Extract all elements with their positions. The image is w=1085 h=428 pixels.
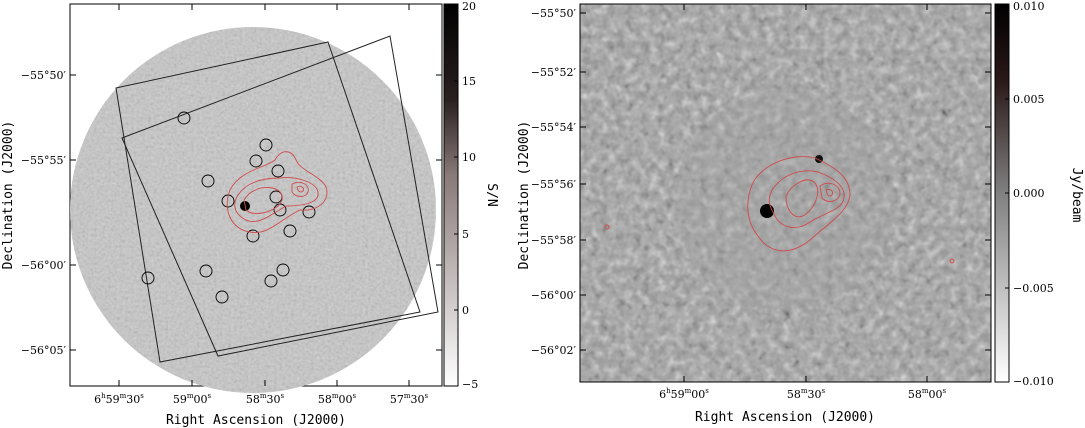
right-plot-frame <box>579 3 992 383</box>
right-x-tick-2: 58m00s <box>908 387 947 401</box>
right-cb-tick-1: 0.005 <box>1013 93 1045 106</box>
right-y-tick-labels: −55°50′ −55°52′ −55°54′ −55°56′ −55°58′ … <box>531 7 577 357</box>
left-y-tick-2: −56°00′ <box>21 259 67 272</box>
right-y-tick-1: −55°52′ <box>531 66 577 79</box>
left-cb-tick-4: 0 <box>462 304 469 317</box>
left-cb-tick-0: 20 <box>462 0 476 13</box>
left-x-tick-1: 59m00s <box>173 392 212 406</box>
right-x-tick-labels: 6h59m00s 58m30s 58m00s <box>659 387 946 401</box>
left-panel: 6h59m30s 59m00s 58m30s 58m00s 57m30s −55… <box>1 0 499 428</box>
right-x-tick-0: 6h59m00s <box>659 387 709 401</box>
left-x-tick-labels: 6h59m30s 59m00s 58m30s 58m00s 57m30s <box>94 392 428 406</box>
left-y-tick-0: −55°50′ <box>21 69 67 82</box>
right-colorbar-label: Jy/beam <box>1069 168 1084 223</box>
right-cb-tick-4: −0.010 <box>1013 375 1054 388</box>
right-x-tick-1: 58m30s <box>787 387 826 401</box>
left-colorbar-ticks <box>454 3 458 387</box>
right-cb-tick-3: −0.005 <box>1013 282 1054 295</box>
left-y-tick-labels: −55°50′ −55°55′ −56°00′ −56°05′ <box>21 69 67 357</box>
right-tick-marks <box>580 4 991 382</box>
right-y-tick-5: −56°00′ <box>531 289 577 302</box>
field-outline-2 <box>121 35 439 357</box>
left-y-tick-1: −55°55′ <box>21 154 67 167</box>
left-x-tick-4: 57m30s <box>390 392 429 406</box>
xray-contours <box>226 151 328 233</box>
right-y-axis-label: Declination (J2000) <box>517 121 532 270</box>
left-colorbar <box>443 3 459 387</box>
source-markers <box>141 111 316 304</box>
flux-map <box>580 4 991 382</box>
left-colorbar-label: S/N <box>484 183 499 206</box>
left-cb-tick-3: 5 <box>462 228 469 241</box>
left-x-tick-0: 6h59m30s <box>94 392 144 406</box>
field-outline-1 <box>115 41 421 363</box>
left-x-tick-2: 58m30s <box>246 392 285 406</box>
right-y-tick-3: −55°56′ <box>531 178 577 191</box>
left-y-tick-3: −56°05′ <box>21 344 67 357</box>
right-x-axis-label: Right Ascension (J2000) <box>695 410 875 425</box>
xray-contours-right <box>604 156 955 264</box>
right-cb-tick-0: 0.010 <box>1013 0 1045 13</box>
right-panel: 6h59m00s 58m30s 58m00s −55°50′ −55°52′ −… <box>517 0 1084 425</box>
left-y-axis-label: Declination (J2000) <box>1 121 16 270</box>
left-colorbar-tick-labels: 20 15 10 5 0 −5 <box>462 0 478 391</box>
left-x-axis-label: Right Ascension (J2000) <box>166 413 346 428</box>
right-cb-tick-2: 0.000 <box>1013 187 1045 200</box>
left-cb-tick-5: −5 <box>462 378 478 391</box>
left-tick-marks <box>70 4 442 386</box>
right-y-tick-4: −55°58′ <box>531 234 577 247</box>
right-colorbar-ticks <box>1005 3 1009 383</box>
right-y-tick-6: −56°02′ <box>531 344 577 357</box>
right-colorbar-tick-labels: 0.010 0.005 0.000 −0.005 −0.010 <box>1013 0 1054 388</box>
left-x-tick-3: 58m00s <box>318 392 357 406</box>
right-y-tick-0: −55°50′ <box>531 7 577 20</box>
left-cb-tick-2: 10 <box>462 151 476 164</box>
right-y-tick-2: −55°54′ <box>531 121 577 134</box>
left-cb-tick-1: 15 <box>462 75 476 88</box>
